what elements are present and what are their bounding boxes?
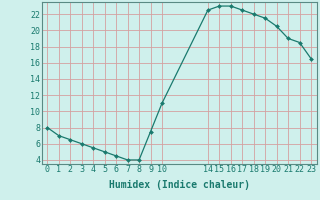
X-axis label: Humidex (Indice chaleur): Humidex (Indice chaleur) [109,180,250,190]
